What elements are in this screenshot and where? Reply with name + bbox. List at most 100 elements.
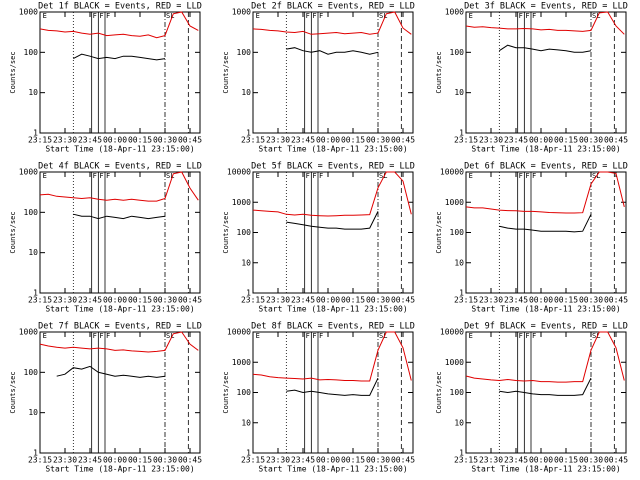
x-axis-label: Start Time (18-Apr-11 23:15:00): [258, 145, 407, 154]
event-label: F: [319, 172, 323, 180]
chart-title: Det 4f BLACK = Events, RED = LLD: [38, 162, 202, 172]
event-label: E: [256, 172, 260, 180]
x-tick-label: 23:15: [454, 296, 478, 305]
y-axis-label: Counts/sec: [9, 371, 17, 413]
series-line: [286, 47, 379, 55]
x-tick-label: 00:45: [391, 296, 415, 305]
x-tick-label: 23:45: [504, 136, 528, 145]
event-label: F: [532, 172, 536, 180]
x-tick-label: 00:15: [341, 136, 365, 145]
x-tick-label: 00:30: [366, 136, 390, 145]
chart-title: Det 6f BLACK = Events, RED = LLD: [464, 162, 628, 172]
x-tick-label: 00:00: [103, 136, 127, 145]
series-line: [39, 11, 199, 39]
event-label: E: [469, 172, 473, 180]
y-tick-label: 1: [246, 129, 251, 138]
panel: Det 5f BLACK = Events, RED = LLD 1 10 100 10…: [222, 162, 415, 314]
y-tick-label: 1000: [19, 168, 38, 177]
event-label: F: [93, 332, 97, 340]
event-label: F: [519, 12, 523, 20]
event-label: F: [312, 12, 316, 20]
x-tick-label: 00:45: [178, 136, 202, 145]
y-axis-label: Counts/sec: [435, 211, 443, 253]
x-tick-label: 00:15: [128, 136, 152, 145]
y-tick-label: 1: [246, 289, 251, 298]
x-tick-label: 00:45: [178, 456, 202, 465]
event-label: F: [532, 332, 536, 340]
x-tick-label: 00:00: [103, 296, 127, 305]
panel: Det 7f BLACK = Events, RED = LLD 1 10 100 10…: [9, 322, 202, 474]
y-tick-label: 10: [454, 88, 464, 97]
event-label: SL: [379, 332, 387, 340]
y-tick-label: 1000: [19, 8, 38, 17]
event-label: E: [256, 332, 260, 340]
x-tick-label: 23:30: [266, 456, 290, 465]
series-line: [465, 171, 625, 214]
series-line: [465, 331, 625, 383]
x-tick-label: 00:30: [579, 136, 603, 145]
event-label: SL: [379, 172, 387, 180]
x-axis-label: Start Time (18-Apr-11 23:15:00): [471, 305, 620, 314]
y-tick-label: 100: [237, 388, 252, 397]
series-line: [73, 213, 166, 220]
x-tick-label: 00:15: [341, 296, 365, 305]
series-line: [499, 44, 592, 53]
event-label: F: [306, 172, 310, 180]
y-tick-label: 100: [450, 228, 465, 237]
event-label: F: [312, 172, 316, 180]
x-tick-label: 23:45: [504, 296, 528, 305]
x-tick-label: 23:30: [266, 136, 290, 145]
event-label: E: [469, 12, 473, 20]
series-line: [56, 365, 166, 378]
event-label: SL: [166, 12, 174, 20]
y-tick-label: 100: [24, 208, 39, 217]
y-tick-label: 1000: [445, 198, 464, 207]
x-tick-label: 23:45: [504, 456, 528, 465]
y-tick-label: 10000: [440, 168, 464, 177]
x-tick-label: 00:45: [604, 456, 628, 465]
x-tick-label: 23:45: [78, 136, 102, 145]
y-axis-label: Counts/sec: [222, 211, 230, 253]
event-label: SL: [592, 12, 600, 20]
x-tick-label: 00:30: [153, 456, 177, 465]
event-label: SL: [379, 12, 387, 20]
x-tick-label: 23:15: [28, 456, 52, 465]
y-tick-label: 10000: [227, 328, 251, 337]
event-label: F: [519, 172, 523, 180]
y-axis-label: Counts/sec: [9, 211, 17, 253]
x-tick-label: 23:30: [266, 296, 290, 305]
x-tick-label: 23:30: [53, 136, 77, 145]
event-label: F: [525, 332, 529, 340]
series-line: [252, 331, 412, 382]
event-label: E: [469, 332, 473, 340]
x-tick-label: 00:00: [529, 456, 553, 465]
plot-frame: [39, 331, 201, 454]
series-line: [286, 377, 379, 396]
y-tick-label: 1000: [445, 8, 464, 17]
x-tick-label: 00:00: [529, 296, 553, 305]
chart-title: Det 9f BLACK = Events, RED = LLD: [464, 322, 628, 332]
event-label: E: [43, 12, 47, 20]
series-line: [286, 211, 379, 230]
event-label: SL: [592, 332, 600, 340]
x-tick-label: 00:30: [153, 296, 177, 305]
y-tick-label: 10: [454, 418, 464, 427]
event-label: E: [256, 12, 260, 20]
plot-frame: [39, 11, 201, 134]
event-label: F: [319, 332, 323, 340]
chart-title: Det 5f BLACK = Events, RED = LLD: [251, 162, 415, 172]
panel: Det 8f BLACK = Events, RED = LLD 1 10 100 10…: [222, 322, 415, 474]
y-tick-label: 1000: [19, 328, 38, 337]
x-tick-label: 00:15: [554, 456, 578, 465]
x-tick-label: 23:45: [291, 136, 315, 145]
event-label: E: [43, 332, 47, 340]
x-tick-label: 23:45: [291, 296, 315, 305]
event-label: F: [525, 172, 529, 180]
x-axis-label: Start Time (18-Apr-11 23:15:00): [45, 465, 194, 474]
series-line: [39, 171, 199, 202]
chart-title: Det 2f BLACK = Events, RED = LLD: [251, 2, 415, 12]
x-tick-label: 00:00: [316, 456, 340, 465]
x-tick-label: 00:15: [554, 296, 578, 305]
event-label: E: [43, 172, 47, 180]
